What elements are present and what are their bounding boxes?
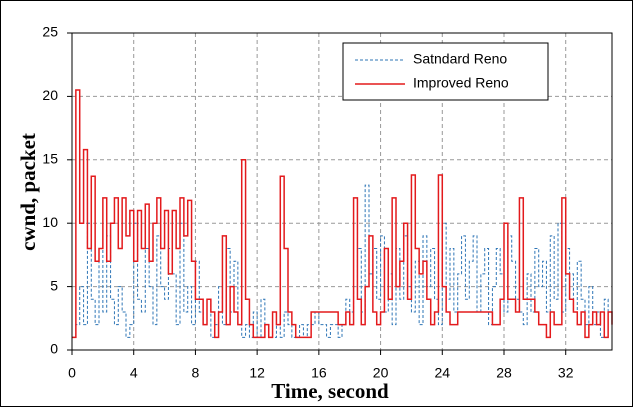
plot-border [71, 32, 613, 351]
x-axis-title: Time, second [271, 379, 389, 403]
x-tick-label: 32 [558, 365, 574, 381]
y-tick-label: 25 [42, 24, 58, 40]
legend-box [342, 42, 549, 101]
y-tick-label: 5 [50, 277, 58, 293]
series-line [72, 89, 613, 339]
x-tick-label: 16 [311, 365, 327, 381]
y-tick-label: 0 [50, 341, 58, 357]
legend-label: Satndard Reno [413, 51, 507, 67]
x-tick-label: 20 [373, 365, 389, 381]
series-line [72, 184, 613, 338]
x-tick-label: 0 [68, 365, 76, 381]
y-tick-label: 20 [42, 87, 58, 103]
x-tick-label: 8 [192, 365, 200, 381]
x-tick-label: 4 [130, 365, 138, 381]
x-tick-label: 24 [434, 365, 450, 381]
y-tick-label: 10 [42, 214, 58, 230]
x-tick-label: 12 [249, 365, 265, 381]
legend-label: Improved Reno [413, 75, 509, 91]
y-tick-label: 15 [42, 151, 58, 167]
y-axis-title: cwnd, packet [16, 133, 40, 251]
x-tick-label: 28 [496, 365, 512, 381]
